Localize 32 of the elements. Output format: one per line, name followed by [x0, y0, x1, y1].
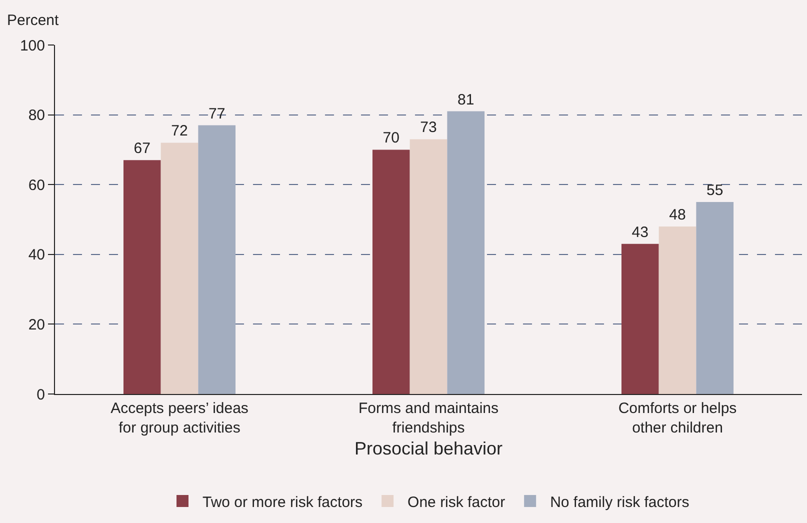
y-tick-label: 60 — [28, 176, 45, 194]
bar — [372, 150, 410, 394]
legend-label: No family risk factors — [550, 494, 690, 511]
x-tick-label: Accepts peers’ ideas for group activities — [110, 400, 248, 436]
x-axis-title: Prosocial behavior — [354, 438, 503, 459]
y-tick-label: 20 — [28, 316, 45, 334]
data-label: 48 — [669, 206, 686, 224]
bar — [160, 142, 198, 394]
x-tick-label: Forms and maintains friendships — [358, 400, 499, 436]
x-tick-label: Comforts or helps other children — [618, 400, 737, 436]
y-tick-label: 80 — [28, 107, 45, 124]
y-tick-label: 40 — [28, 246, 45, 264]
data-label: 81 — [458, 91, 474, 108]
legend-label: One risk factor — [408, 494, 506, 511]
bar — [447, 111, 485, 394]
bar — [658, 226, 696, 394]
data-label: 77 — [208, 105, 226, 122]
legend-label: Two or more risk factors — [202, 494, 363, 511]
y-axis-title: Percent — [7, 12, 60, 29]
data-label: 72 — [171, 122, 188, 140]
bar — [410, 139, 448, 394]
bar — [123, 160, 161, 394]
data-label: 67 — [134, 140, 150, 158]
y-tick-label: 0 — [36, 386, 45, 404]
data-label: 73 — [420, 119, 437, 136]
bar — [198, 125, 236, 394]
y-tick-label: 100 — [20, 37, 45, 54]
bar — [621, 244, 659, 394]
data-label: 43 — [632, 224, 648, 241]
data-label: 55 — [706, 182, 724, 200]
bar — [696, 202, 734, 394]
data-label: 70 — [382, 130, 400, 147]
